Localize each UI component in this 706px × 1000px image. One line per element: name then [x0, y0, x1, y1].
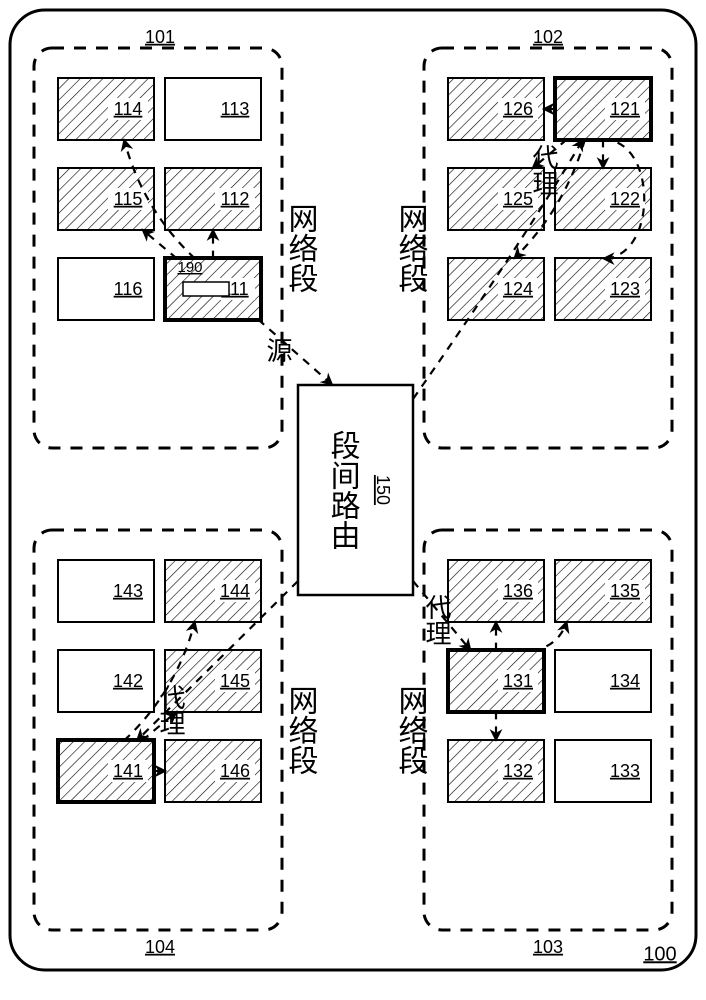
- node-label-123: 123: [610, 279, 640, 299]
- segment-id-101: 101: [145, 27, 175, 47]
- node-134: 134: [555, 650, 651, 712]
- node-label-116: 116: [114, 279, 143, 299]
- node-115: 115: [58, 168, 154, 230]
- node-label-115: 115: [114, 189, 143, 209]
- role-111: 源: [263, 337, 292, 363]
- node-113: 113: [165, 78, 261, 140]
- node-label-142: 142: [113, 671, 143, 691]
- node-label-143: 143: [113, 581, 143, 601]
- node-146: 146: [165, 740, 261, 802]
- node-label-131: 131: [503, 671, 533, 691]
- node-111: 111190: [165, 258, 261, 320]
- node-112: 112: [165, 168, 261, 230]
- node-label-134: 134: [610, 671, 640, 691]
- diagram-canvas: 100 101 网络段 114 115 116 113 112 111190源 102 网络段 126…: [0, 0, 706, 1000]
- node-label-144: 144: [220, 581, 250, 601]
- node-136: 136: [448, 560, 544, 622]
- segment-id-104: 104: [145, 937, 175, 957]
- router-label: 段间路由: [326, 430, 361, 550]
- node-131: 131: [448, 650, 544, 712]
- segment-label-101: 网络段: [284, 203, 319, 293]
- router-num: 150: [373, 475, 393, 505]
- node-121: 121: [555, 78, 651, 140]
- chip-190: [183, 282, 229, 296]
- node-label-136: 136: [503, 581, 533, 601]
- node-label-146: 146: [220, 761, 250, 781]
- node-label-124: 124: [503, 279, 533, 299]
- segment-id-103: 103: [533, 937, 563, 957]
- node-label-135: 135: [610, 581, 640, 601]
- node-116: 116: [58, 258, 154, 320]
- node-label-121: 121: [610, 99, 640, 119]
- node-label-132: 132: [503, 761, 533, 781]
- node-144: 144: [165, 560, 261, 622]
- node-label-112: 112: [221, 189, 250, 209]
- node-126: 126: [448, 78, 544, 140]
- node-142: 142: [58, 650, 154, 712]
- node-133: 133: [555, 740, 651, 802]
- segment-label-103: 网络段: [394, 685, 429, 775]
- node-143: 143: [58, 560, 154, 622]
- node-122: 122: [555, 168, 651, 230]
- node-label-145: 145: [220, 671, 250, 691]
- segment-label-102: 网络段: [394, 203, 429, 293]
- node-label-122: 122: [610, 189, 640, 209]
- node-label-141: 141: [113, 761, 143, 781]
- outer-label: 100: [643, 943, 676, 965]
- node-label-113: 113: [221, 99, 250, 119]
- node-124: 124: [448, 258, 544, 320]
- segment-label-104: 网络段: [284, 685, 319, 775]
- chip-label-190: 190: [177, 259, 202, 276]
- node-114: 114: [58, 78, 154, 140]
- node-123: 123: [555, 258, 651, 320]
- node-141: 141: [58, 740, 154, 802]
- node-145: 145: [165, 650, 261, 712]
- segment-id-102: 102: [533, 27, 563, 47]
- node-label-126: 126: [503, 99, 533, 119]
- node-132: 132: [448, 740, 544, 802]
- node-label-114: 114: [114, 99, 143, 119]
- arrow-131-135: [532, 621, 567, 650]
- node-label-133: 133: [610, 761, 640, 781]
- node-135: 135: [555, 560, 651, 622]
